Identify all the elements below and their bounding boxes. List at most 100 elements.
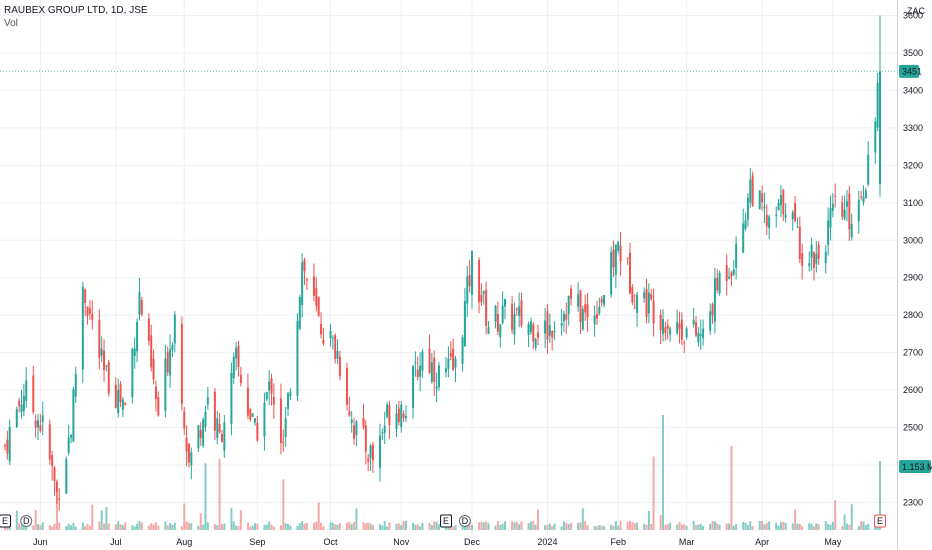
y-tick-label: 3000 [903, 235, 923, 245]
candle [169, 334, 172, 388]
earnings-marker: E [0, 514, 11, 528]
volume-bar [645, 525, 648, 530]
volume-bar [303, 523, 306, 530]
volume-bar [204, 463, 207, 530]
candle-body [265, 392, 268, 400]
volume-bar [843, 514, 846, 530]
candle [48, 419, 51, 465]
candle-body [494, 305, 497, 322]
candle [513, 302, 516, 345]
volume-bar [268, 521, 271, 530]
candle [711, 302, 714, 325]
volume-bar [494, 525, 497, 530]
candle-body [105, 365, 108, 367]
symbol-title[interactable]: RAUBEX GROUP LTD, 1D, JSE [4, 5, 148, 16]
volume-bar [70, 525, 73, 530]
candle-body [827, 220, 830, 245]
candle [367, 453, 370, 472]
volume-bar [72, 522, 75, 530]
candle [140, 296, 143, 317]
volume-bar [796, 523, 799, 530]
candle-body [239, 374, 242, 383]
candle [412, 364, 415, 419]
x-tick-label: Jul [110, 537, 122, 547]
candle-body [388, 405, 391, 425]
volume-indicator-label[interactable]: Vol [4, 18, 18, 29]
volume-bar [511, 521, 514, 530]
candle [320, 312, 323, 339]
volume-bar [445, 526, 448, 530]
volume-bar [180, 526, 183, 530]
volume-bar [235, 525, 238, 530]
candle [843, 195, 846, 221]
candle-body [553, 331, 556, 333]
volume-bar [312, 522, 315, 530]
candle [815, 240, 818, 273]
candle [709, 303, 712, 335]
volume-bar [287, 524, 290, 530]
candle [251, 413, 254, 418]
volume-bar [329, 522, 332, 530]
candle [395, 404, 398, 438]
candle [449, 341, 452, 361]
candle [659, 309, 662, 345]
candle-body [37, 420, 40, 428]
candle-body [527, 324, 530, 335]
candle [204, 405, 207, 432]
candle-body [652, 300, 655, 324]
currency-label: ZAC [907, 6, 926, 16]
candle [751, 171, 754, 208]
candle-body [798, 226, 801, 260]
candle-body [678, 323, 681, 329]
candle [34, 414, 37, 438]
candle [794, 195, 797, 223]
volume-bar [315, 521, 318, 530]
candle-body [765, 214, 768, 227]
volume-bar [301, 521, 304, 530]
volume-bar [685, 525, 688, 530]
volume-bar [518, 524, 521, 530]
candle [397, 401, 400, 426]
volume-bar [402, 521, 405, 530]
candle [551, 330, 554, 351]
volume-bar [742, 521, 745, 530]
candle [749, 167, 752, 208]
candle [67, 424, 70, 456]
candle [652, 288, 655, 337]
volume-bar [626, 521, 629, 530]
volume-bar [206, 522, 209, 530]
volume-bar [296, 525, 299, 530]
volume-bar [794, 509, 797, 530]
volume-bar [124, 522, 127, 530]
volume-bar [831, 522, 834, 530]
volume-bar [664, 525, 667, 530]
candle-body [369, 445, 372, 459]
volume-bar [782, 521, 785, 530]
volume-bar [147, 525, 150, 530]
volume-bar [138, 521, 141, 530]
candle [857, 190, 860, 234]
volume-bar [338, 523, 341, 530]
candle-body [713, 278, 716, 322]
volume-bar [617, 525, 620, 530]
volume-bar [862, 521, 865, 530]
candle [206, 387, 209, 410]
volume-bar [37, 523, 40, 530]
candle [282, 429, 285, 452]
volume-bar [364, 523, 367, 530]
volume-bar [412, 522, 415, 530]
volume-bar [744, 522, 747, 530]
candle [850, 213, 853, 241]
candle-body [867, 154, 870, 185]
earnings-icon [0, 514, 11, 528]
candle [504, 298, 506, 320]
volume-bar [801, 526, 804, 530]
candle-body [206, 397, 209, 405]
candle [487, 321, 490, 335]
x-tick-label: 2024 [537, 537, 557, 547]
candle [246, 373, 249, 420]
volume-bar [751, 526, 754, 530]
candle-body [570, 288, 573, 299]
volume-bar [88, 525, 91, 530]
